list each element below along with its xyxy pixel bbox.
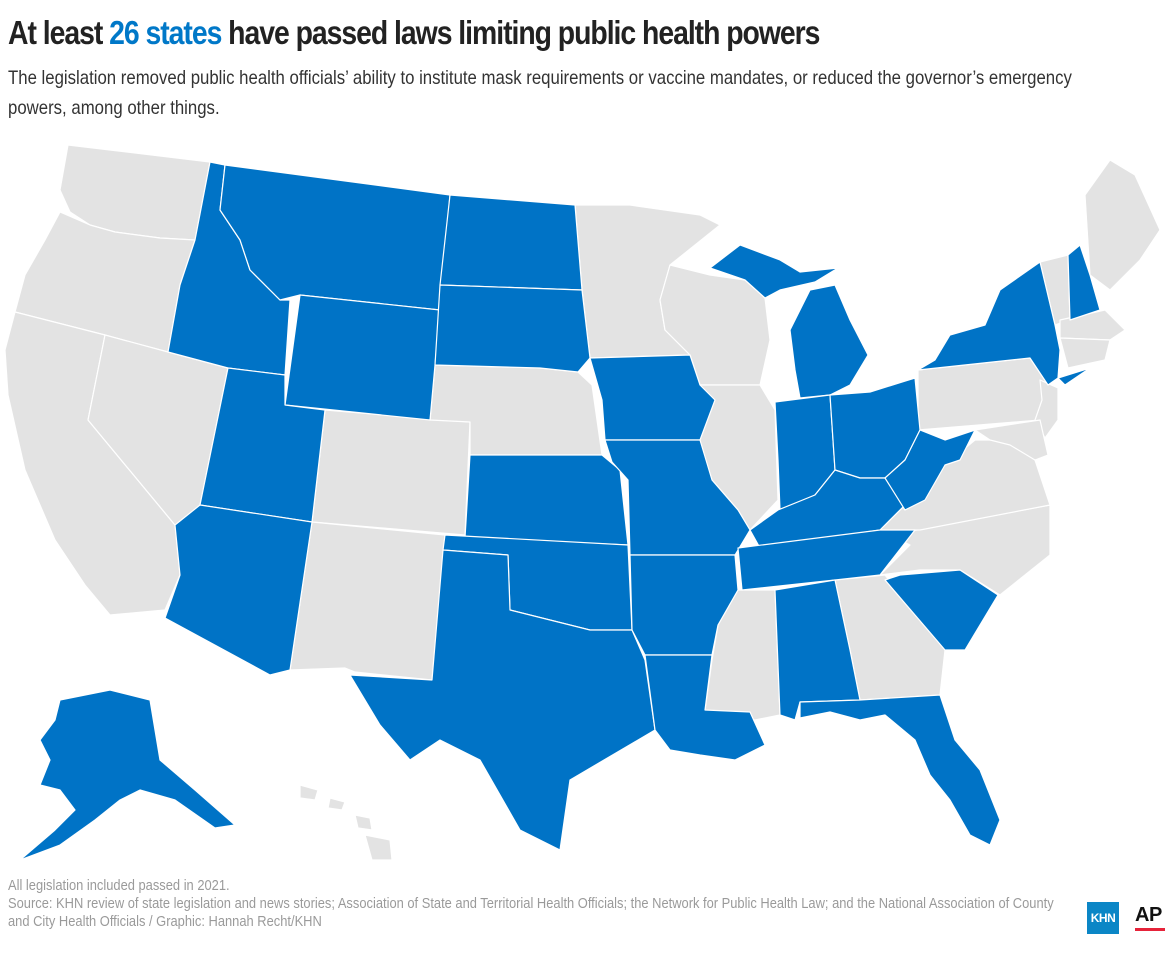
state-la (644, 654, 766, 761)
state-tx (349, 549, 656, 851)
title-suffix: have passed laws limiting public health … (221, 14, 820, 51)
state-pa (917, 357, 1049, 431)
state-fl (799, 694, 1001, 846)
state-nm (289, 521, 446, 681)
state-co (311, 409, 471, 536)
footer: All legislation included passed in 2021.… (8, 877, 1057, 931)
chart-title: At least 26 states have passed laws limi… (8, 14, 820, 52)
us-map (4, 144, 1161, 861)
state-mo (604, 439, 751, 556)
footer-source: Source: KHN review of state legislation … (8, 895, 1054, 930)
state-tn (737, 529, 916, 591)
title-prefix: At least (8, 14, 110, 51)
state-me (1084, 159, 1161, 291)
state-wy (284, 294, 441, 421)
chart-subtitle: The legislation removed public health of… (8, 67, 1072, 119)
state-nh (1067, 244, 1101, 321)
state-wv (884, 429, 976, 511)
state-az (164, 504, 313, 676)
title-highlight: 26 states (109, 14, 222, 51)
khn-logo: KHN (1087, 902, 1119, 934)
footer-note: All legislation included passed in 2021. (8, 877, 230, 894)
state-ks (464, 454, 629, 546)
state-de-md (974, 419, 1049, 461)
state-mi (709, 244, 869, 399)
state-ar (629, 554, 739, 656)
state-ny (917, 261, 1091, 386)
state-sd (434, 284, 591, 373)
state-sc (884, 569, 999, 651)
state-nd (439, 194, 583, 291)
state-hi (299, 784, 393, 861)
state-ct-ri (1059, 337, 1111, 369)
state-ia (589, 354, 716, 441)
state-ak (19, 689, 236, 861)
ap-logo: AP (1135, 903, 1165, 931)
